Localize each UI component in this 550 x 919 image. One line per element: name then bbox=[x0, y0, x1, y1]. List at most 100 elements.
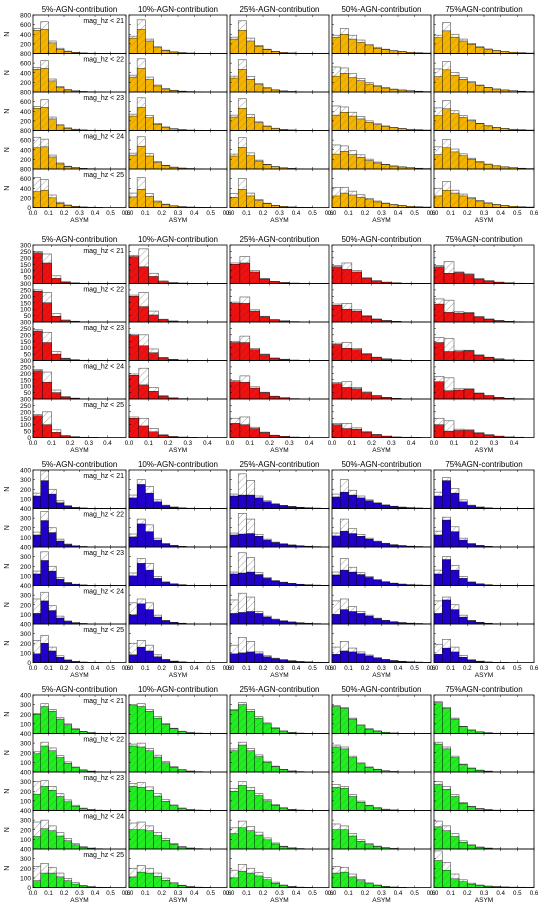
x-tick-label: 0.3 bbox=[377, 210, 386, 217]
filled-bar-hatch bbox=[464, 430, 474, 438]
filled-bar-hatch bbox=[474, 433, 484, 438]
row-label: mag_hz < 22 bbox=[83, 512, 124, 519]
column-title: 10%-AGN-contribution bbox=[138, 5, 218, 14]
filled-bar-hatch bbox=[238, 745, 247, 772]
filled-bar-hatch bbox=[434, 495, 443, 509]
filled-bar-hatch bbox=[287, 583, 296, 586]
histogram-panel: mag_hz < 21 bbox=[32, 244, 127, 284]
filled-bar-hatch bbox=[467, 582, 476, 586]
filled-bar-hatch bbox=[246, 750, 255, 772]
filled-bar-hatch bbox=[494, 320, 504, 322]
x-tick-label: 0.2 bbox=[361, 665, 370, 672]
filled-bar-hatch bbox=[148, 431, 159, 438]
filled-bar-hatch bbox=[263, 126, 272, 131]
filled-bar-hatch bbox=[230, 833, 239, 849]
filled-bar-hatch bbox=[246, 40, 255, 54]
filled-bar-hatch bbox=[332, 266, 342, 284]
filled-bar-hatch bbox=[269, 435, 280, 438]
filled-bar-hatch bbox=[459, 842, 468, 849]
x-tick-label: 0.0 bbox=[430, 665, 439, 672]
x-tick-label: 0.4 bbox=[91, 210, 100, 217]
filled-bar-hatch bbox=[71, 844, 80, 849]
x-tick-label: 0.5 bbox=[206, 210, 215, 217]
filled-bar-hatch bbox=[40, 146, 49, 169]
filled-bar-hatch bbox=[365, 500, 374, 509]
filled-bar-hatch bbox=[484, 87, 493, 92]
x-tick-label: 0.0 bbox=[125, 440, 134, 447]
x-tick-label: 0.5 bbox=[410, 210, 419, 217]
filled-bar-hatch bbox=[467, 159, 476, 169]
filled-bar-hatch bbox=[434, 342, 444, 361]
filled-bar-hatch bbox=[348, 194, 357, 208]
filled-bar-hatch bbox=[79, 770, 88, 772]
histogram-panel bbox=[331, 771, 432, 811]
filled-bar-hatch bbox=[459, 540, 468, 547]
histogram-panel: mag_hz < 24 bbox=[32, 360, 127, 400]
filled-bar-hatch bbox=[259, 279, 270, 284]
filled-bar-hatch bbox=[40, 29, 49, 54]
row-label: mag_hz < 22 bbox=[83, 737, 124, 744]
y-tick-label: 50 bbox=[24, 390, 32, 397]
filled-bar-hatch bbox=[254, 46, 263, 54]
x-tick-label: 0.2 bbox=[164, 440, 173, 447]
filled-bar-hatch bbox=[153, 757, 162, 772]
filled-bar-hatch bbox=[442, 108, 451, 131]
filled-bar-hatch bbox=[263, 88, 272, 92]
filled-bar-hatch bbox=[398, 90, 407, 92]
filled-bar-hatch bbox=[71, 507, 80, 509]
filled-bar-hatch bbox=[287, 545, 296, 547]
histogram-panel bbox=[229, 91, 330, 131]
x-tick-label: 0.1 bbox=[242, 665, 251, 672]
filled-bar-hatch bbox=[71, 622, 80, 624]
y-tick-label: 400 bbox=[20, 545, 31, 552]
filled-bar-hatch bbox=[129, 786, 138, 811]
y-tick-label: 600 bbox=[20, 61, 31, 68]
filled-bar-hatch bbox=[467, 44, 476, 54]
y-tick-label: 50 bbox=[24, 313, 32, 320]
filled-bar-hatch bbox=[389, 506, 398, 509]
filled-bar-hatch bbox=[246, 651, 255, 663]
filled-bar-hatch bbox=[398, 584, 407, 586]
x-tick-label: 0.4 bbox=[510, 440, 519, 447]
filled-bar-hatch bbox=[361, 432, 372, 438]
filled-bar-hatch bbox=[60, 282, 71, 284]
filled-bar-hatch bbox=[263, 164, 272, 169]
x-axis-label: ASYM bbox=[169, 447, 187, 454]
filled-bar-hatch bbox=[371, 434, 382, 438]
x-tick-label: 0.5 bbox=[513, 665, 522, 672]
filled-bar-hatch bbox=[279, 90, 288, 92]
y-tick-label: 800 bbox=[20, 13, 31, 20]
x-tick-label: 0.3 bbox=[377, 665, 386, 672]
chart-block: 5%-AGN-contribution 10%-AGN-contribution 2… bbox=[20, 235, 535, 454]
filled-bar-hatch bbox=[389, 50, 398, 54]
filled-bar-hatch bbox=[137, 647, 146, 663]
filled-bar-hatch bbox=[129, 575, 138, 586]
filled-bar-hatch bbox=[51, 354, 61, 361]
filled-bar-hatch bbox=[434, 613, 443, 624]
filled-bar-hatch bbox=[332, 496, 341, 509]
histogram-panel bbox=[128, 469, 228, 509]
histogram-panel bbox=[229, 130, 330, 170]
filled-bar-hatch bbox=[389, 89, 398, 92]
filled-bar-hatch bbox=[365, 160, 374, 169]
filled-bar-hatch bbox=[398, 507, 407, 509]
filled-bar-hatch bbox=[249, 271, 260, 284]
filled-bar-hatch bbox=[230, 156, 239, 169]
histogram-panel bbox=[433, 360, 535, 400]
histogram-panel: 0.0 0.1 0.2 0.3 0.4 ASYM bbox=[125, 398, 228, 454]
filled-bar-hatch bbox=[348, 495, 357, 509]
filled-bar-hatch bbox=[484, 280, 494, 284]
filled-bar-hatch bbox=[64, 166, 72, 169]
filled-bar-hatch bbox=[145, 493, 154, 509]
histogram-panel bbox=[128, 733, 228, 773]
filled-bar-hatch bbox=[406, 206, 415, 208]
x-tick-label: 0.2 bbox=[259, 665, 268, 672]
filled-bar-hatch bbox=[454, 430, 464, 438]
filled-bar-hatch bbox=[332, 383, 342, 399]
filled-bar-hatch bbox=[239, 424, 250, 438]
filled-bar-hatch bbox=[389, 166, 398, 169]
filled-bar-hatch bbox=[271, 728, 280, 734]
filled-bar-hatch bbox=[238, 189, 247, 208]
filled-bar-hatch bbox=[145, 830, 154, 849]
y-tick-label: 100 bbox=[20, 650, 31, 657]
